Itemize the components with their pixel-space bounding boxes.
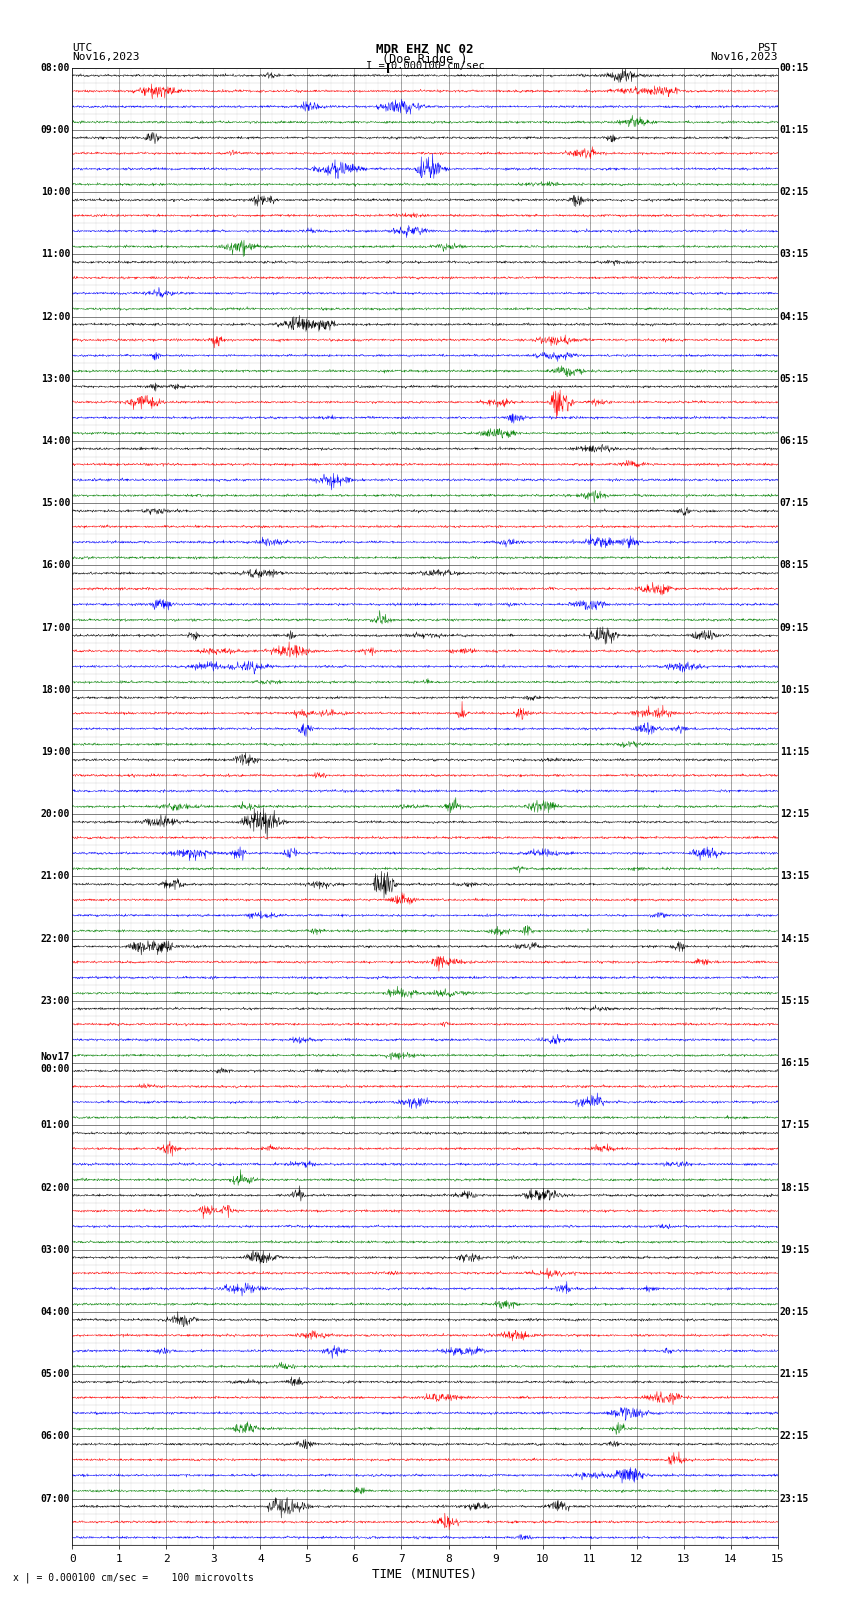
Text: 11:00: 11:00 [41,250,71,260]
Text: 06:15: 06:15 [779,436,809,447]
Text: 03:00: 03:00 [41,1245,71,1255]
Text: 13:00: 13:00 [41,374,71,384]
Text: 14:15: 14:15 [779,934,809,944]
Text: UTC: UTC [72,44,93,53]
Text: 01:15: 01:15 [779,124,809,135]
Text: I = 0.000100 cm/sec: I = 0.000100 cm/sec [366,61,484,71]
Text: 02:15: 02:15 [779,187,809,197]
Text: 20:15: 20:15 [779,1307,809,1316]
Text: 04:15: 04:15 [779,311,809,321]
Text: 01:00: 01:00 [41,1121,71,1131]
Text: (Doe Ridge ): (Doe Ridge ) [382,53,468,66]
Text: 03:15: 03:15 [779,250,809,260]
Text: 11:15: 11:15 [779,747,809,756]
Text: 02:00: 02:00 [41,1182,71,1192]
Text: 13:15: 13:15 [779,871,809,881]
Text: 16:00: 16:00 [41,560,71,571]
Text: 04:00: 04:00 [41,1307,71,1316]
Text: 14:00: 14:00 [41,436,71,447]
Text: 12:15: 12:15 [779,810,809,819]
Text: Nov16,2023: Nov16,2023 [72,52,139,63]
Text: 10:15: 10:15 [779,686,809,695]
Text: 21:15: 21:15 [779,1369,809,1379]
Text: x | = 0.000100 cm/sec =    100 microvolts: x | = 0.000100 cm/sec = 100 microvolts [13,1573,253,1584]
Text: 10:00: 10:00 [41,187,71,197]
Text: 19:15: 19:15 [779,1245,809,1255]
Text: 18:15: 18:15 [779,1182,809,1192]
Text: 05:15: 05:15 [779,374,809,384]
Text: 05:00: 05:00 [41,1369,71,1379]
Text: 07:00: 07:00 [41,1494,71,1503]
Text: 22:00: 22:00 [41,934,71,944]
Text: 20:00: 20:00 [41,810,71,819]
Text: 22:15: 22:15 [779,1431,809,1442]
Text: 09:00: 09:00 [41,124,71,135]
Text: Nov16,2023: Nov16,2023 [711,52,778,63]
Text: 15:00: 15:00 [41,498,71,508]
Text: 16:15: 16:15 [779,1058,809,1068]
Text: 07:15: 07:15 [779,498,809,508]
Text: 18:00: 18:00 [41,686,71,695]
Text: 08:00: 08:00 [41,63,71,73]
Text: 21:00: 21:00 [41,871,71,881]
Text: Nov17
00:00: Nov17 00:00 [41,1052,71,1074]
Text: MDR EHZ NC 02: MDR EHZ NC 02 [377,44,473,56]
Text: 19:00: 19:00 [41,747,71,756]
Text: 00:15: 00:15 [779,63,809,73]
Text: 17:00: 17:00 [41,623,71,632]
Text: 06:00: 06:00 [41,1431,71,1442]
Text: 12:00: 12:00 [41,311,71,321]
Text: 09:15: 09:15 [779,623,809,632]
Text: 17:15: 17:15 [779,1121,809,1131]
X-axis label: TIME (MINUTES): TIME (MINUTES) [372,1568,478,1581]
Text: 23:15: 23:15 [779,1494,809,1503]
Text: 23:00: 23:00 [41,995,71,1007]
Text: 08:15: 08:15 [779,560,809,571]
Text: PST: PST [757,44,778,53]
Text: 15:15: 15:15 [779,995,809,1007]
